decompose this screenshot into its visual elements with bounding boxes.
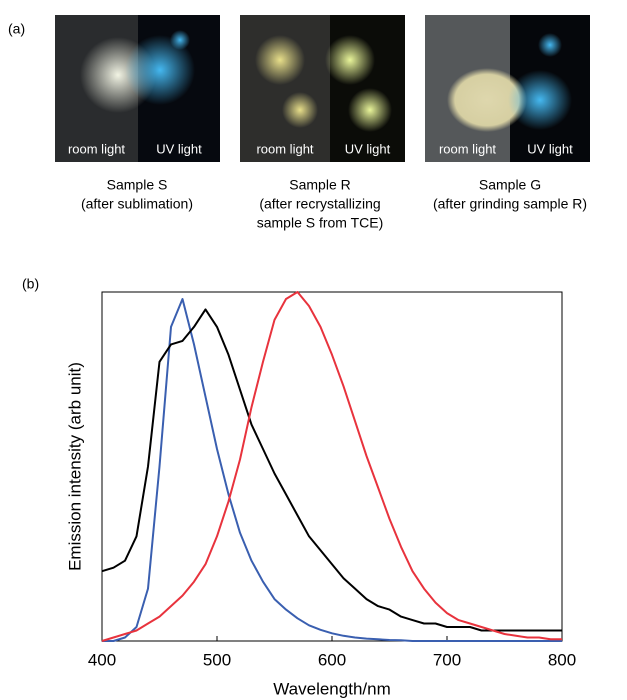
caption: Sample G xyxy=(479,177,541,193)
x-tick-label: 500 xyxy=(203,650,231,669)
photo xyxy=(425,15,590,162)
x-axis-label: Wavelength/nm xyxy=(273,679,390,698)
photo-label: UV light xyxy=(345,141,391,156)
x-tick-label: 400 xyxy=(88,650,116,669)
caption: (after grinding sample R) xyxy=(433,196,587,212)
panel-label: (b) xyxy=(22,276,39,292)
photo-label: UV light xyxy=(156,141,202,156)
spectrum-line xyxy=(101,291,562,642)
y-axis-label: Emission intensity (arb unit) xyxy=(65,362,84,571)
photo-label: room light xyxy=(256,141,313,156)
caption: Sample S xyxy=(107,177,168,193)
photo-label: UV light xyxy=(527,141,573,156)
photo-label: room light xyxy=(68,141,125,156)
caption: Sample R xyxy=(289,177,350,193)
caption: (after sublimation) xyxy=(81,196,193,212)
panel-label: (a) xyxy=(8,21,25,37)
spectrum-line xyxy=(101,308,562,632)
photo xyxy=(55,15,220,162)
caption: (after recrystallizing xyxy=(259,196,380,212)
x-tick-label: 700 xyxy=(433,650,461,669)
spectrum-line xyxy=(102,298,562,642)
photo-label: room light xyxy=(439,141,496,156)
x-tick-label: 800 xyxy=(548,650,576,669)
caption: sample S from TCE) xyxy=(257,215,384,231)
photo xyxy=(240,15,405,162)
x-tick-label: 600 xyxy=(318,650,346,669)
